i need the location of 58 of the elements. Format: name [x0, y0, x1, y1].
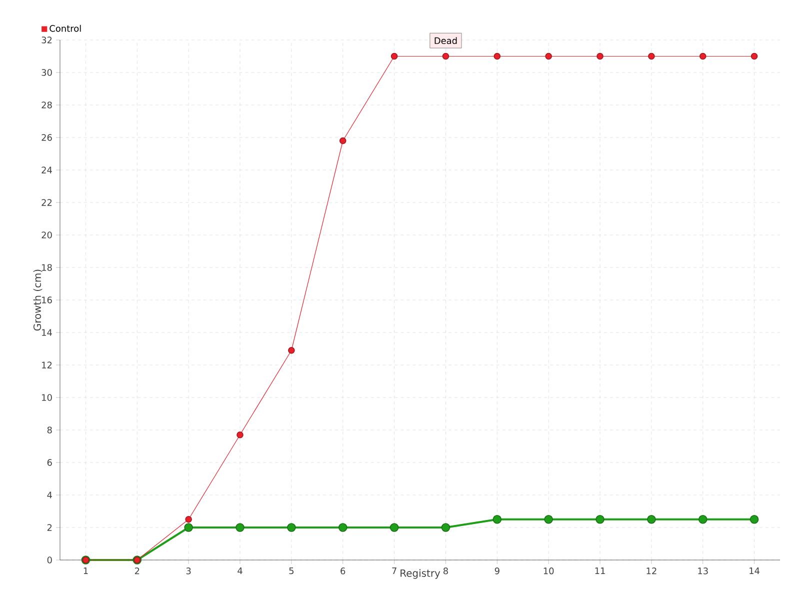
y-tick-label: 30: [42, 69, 52, 76]
point: [699, 52, 706, 60]
x-tick-label: 14: [750, 568, 760, 574]
y-tick-label: 2: [47, 524, 52, 531]
point: [647, 514, 656, 524]
point: [390, 523, 399, 532]
point: [441, 523, 450, 532]
x-tick-label: 12: [646, 568, 656, 574]
y-tick-label: 0: [47, 556, 52, 564]
x-tick-label: 11: [595, 568, 605, 574]
y-tick-label: 26: [42, 134, 52, 141]
legend-label: Control: [50, 24, 81, 32]
y-axis-title: Growth (cm): [33, 270, 42, 331]
y-tick-label: 12: [42, 362, 52, 368]
x-tick-label: 1: [84, 568, 88, 574]
x-tick-label: 13: [698, 568, 708, 574]
y-tick-label: 20: [42, 232, 52, 238]
point: [236, 431, 244, 438]
y-tick-label: 10: [42, 394, 52, 401]
point: [390, 52, 398, 60]
y-tick-label: 4: [47, 492, 52, 498]
point: [750, 514, 759, 524]
point: [596, 52, 604, 60]
point: [492, 514, 502, 524]
point: [184, 523, 193, 532]
y-tick-label: 24: [42, 166, 52, 174]
point: [750, 52, 758, 60]
x-tick-label: 3: [186, 568, 191, 574]
x-tick-label: 5: [289, 568, 294, 574]
y-tick-label: 16: [42, 296, 52, 304]
y-tick-label: 14: [42, 329, 52, 336]
point: [287, 523, 296, 532]
y-tick-label: 22: [42, 199, 52, 206]
point: [544, 514, 553, 524]
y-tick-label: 32: [42, 36, 52, 44]
x-tick-label: 4: [238, 568, 242, 574]
point: [236, 523, 244, 532]
x-axis-title: Registry: [400, 569, 440, 579]
point: [185, 516, 192, 523]
point: [698, 514, 708, 524]
x-tick-label: 7: [392, 568, 396, 574]
annotation: Dead: [434, 37, 457, 44]
x-tick-label: 9: [494, 568, 500, 574]
x-tick-label: 8: [443, 568, 448, 574]
point: [596, 514, 604, 524]
y-tick-label: 18: [42, 264, 52, 271]
x-tick-label: 6: [340, 568, 346, 574]
point: [545, 52, 552, 60]
y-tick-label: 28: [42, 102, 52, 108]
y-tick-label: 8: [47, 426, 52, 434]
point: [648, 52, 655, 60]
point: [338, 523, 348, 532]
point: [494, 52, 501, 60]
point: [288, 346, 295, 354]
point: [339, 137, 346, 144]
x-tick-label: 2: [134, 568, 140, 574]
y-tick-label: 6: [47, 459, 52, 466]
x-tick-label: 10: [544, 568, 554, 574]
